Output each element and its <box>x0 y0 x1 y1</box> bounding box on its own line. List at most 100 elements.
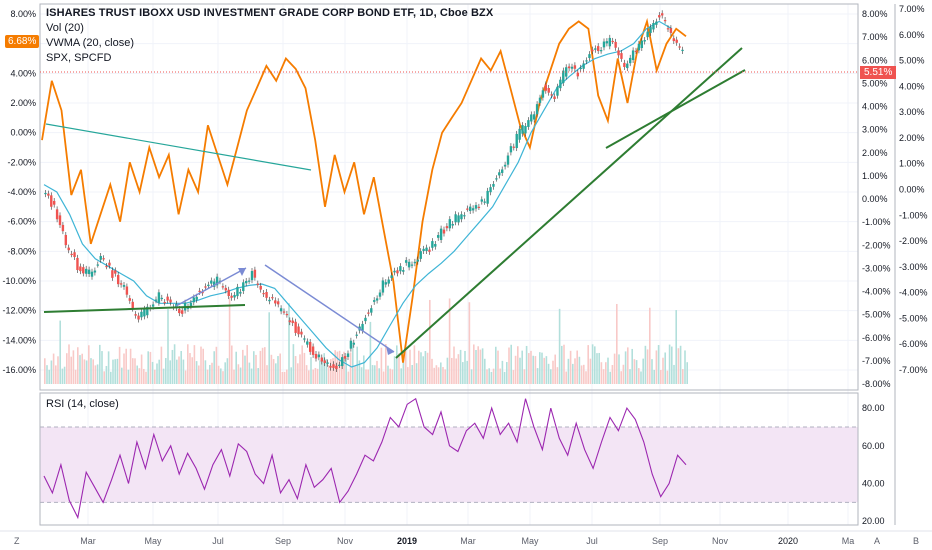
volume-bar <box>591 344 594 384</box>
vwma-series-line <box>43 20 673 368</box>
candle-body <box>570 66 574 69</box>
volume-bar <box>226 358 229 384</box>
left-tick-label: -12.00% <box>2 306 36 316</box>
volume-bar <box>145 371 147 384</box>
volume-bar <box>442 367 444 384</box>
volume-bar <box>398 353 400 384</box>
candle-body <box>663 20 667 22</box>
volume-bar <box>114 359 116 384</box>
rsi-tick-label: 20.00 <box>862 516 885 526</box>
volume-bar <box>272 359 275 384</box>
volume-bar <box>180 350 182 384</box>
candle-body <box>454 214 457 223</box>
candle-body <box>52 200 56 205</box>
candle-body <box>617 50 620 56</box>
volume-bar <box>501 360 504 384</box>
candle-body <box>404 260 408 263</box>
volume-bar <box>627 347 629 384</box>
volume-bar <box>198 365 200 384</box>
candle-body <box>116 275 120 285</box>
candle-body <box>114 270 117 274</box>
candle-body <box>250 271 254 281</box>
candle-body <box>535 104 539 115</box>
candle-body <box>198 290 201 293</box>
candle-body <box>582 63 585 69</box>
candle-body <box>364 317 367 322</box>
volume-bar <box>646 349 649 384</box>
volume-bar <box>528 353 530 384</box>
volume-bar <box>85 360 88 384</box>
candle-body <box>375 298 379 301</box>
candle-body <box>212 281 216 287</box>
outer-right-tick-label: 3.00% <box>899 107 925 117</box>
volume-bar <box>673 364 675 384</box>
candle-body <box>541 90 545 98</box>
volume-bar <box>382 371 385 384</box>
volume-bar <box>352 344 354 384</box>
volume-bar <box>618 354 620 384</box>
x-tick-label: Jul <box>212 536 224 546</box>
volume-bar <box>545 356 548 384</box>
legend-vwma: VWMA (20, close) <box>46 37 135 49</box>
candle-body <box>352 342 356 345</box>
trendline-blue-down <box>264 264 395 353</box>
candle-body <box>518 128 521 140</box>
candle-body <box>279 308 283 312</box>
candle-body <box>303 338 306 340</box>
candle-body <box>247 280 251 282</box>
candle-body <box>230 295 233 298</box>
volume-bar <box>473 344 475 384</box>
volume-bar <box>519 357 521 384</box>
candle-body <box>384 282 388 285</box>
volume-bar <box>202 348 204 384</box>
candle-body <box>207 284 210 287</box>
volume-bar <box>154 369 156 384</box>
candle-body <box>189 302 193 307</box>
candle-body <box>567 66 571 69</box>
volume-bar <box>103 371 105 384</box>
candle-body <box>195 296 198 300</box>
candle-body <box>73 252 76 257</box>
candle-body <box>588 54 591 59</box>
volume-bar <box>217 365 220 384</box>
volume-bar <box>644 345 647 384</box>
inner-right-tick-label: -6.00% <box>862 333 891 343</box>
candle-body <box>79 266 82 272</box>
volume-bar <box>550 369 552 384</box>
volume-bar <box>270 354 273 384</box>
volume-bar <box>552 360 554 384</box>
candle-body <box>509 146 513 153</box>
candle-body <box>471 208 475 211</box>
candle-body <box>343 356 347 359</box>
volume-bar <box>46 365 48 384</box>
volume-bar <box>312 369 314 384</box>
volume-bar <box>259 350 262 384</box>
volume-bar <box>63 366 66 384</box>
candle-body <box>466 208 469 210</box>
volume-bar <box>499 368 501 384</box>
candle-body <box>460 214 463 220</box>
volume-bar <box>257 368 259 384</box>
candle-body <box>442 229 446 234</box>
volume-bar <box>523 369 526 384</box>
candle-body <box>55 209 59 220</box>
candle-body <box>489 187 492 193</box>
candle-body <box>256 283 260 285</box>
volume-bar <box>59 320 61 384</box>
candle-body <box>105 265 108 268</box>
candle-body <box>125 286 129 295</box>
volume-bar <box>363 355 365 384</box>
volume-bar <box>629 369 631 384</box>
volume-bar <box>182 359 185 384</box>
candle-body <box>291 320 294 324</box>
volume-bar <box>264 347 266 384</box>
x-tick-label: Nov <box>337 536 354 546</box>
volume-bar <box>332 358 334 384</box>
volume-bar <box>101 351 103 384</box>
left-tick-label: -16.00% <box>2 365 36 375</box>
candle-body <box>448 219 452 229</box>
volume-bar <box>677 348 680 384</box>
candle-body <box>530 114 533 122</box>
volume-bar <box>176 359 178 384</box>
candle-body <box>146 306 149 316</box>
